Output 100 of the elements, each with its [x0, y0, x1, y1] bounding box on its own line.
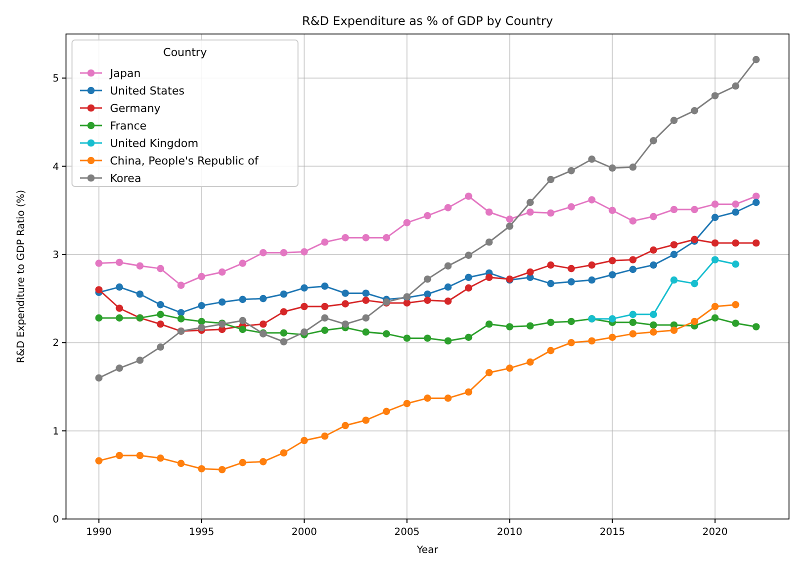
point	[608, 256, 616, 264]
point	[650, 321, 658, 329]
point	[690, 206, 698, 214]
point	[568, 278, 575, 286]
point	[280, 290, 288, 298]
point	[752, 198, 760, 206]
point	[670, 250, 678, 258]
point	[444, 204, 452, 212]
point	[280, 308, 288, 316]
point	[732, 301, 740, 308]
point	[629, 330, 637, 338]
point	[547, 318, 554, 326]
point	[95, 374, 103, 382]
point	[506, 222, 514, 230]
point	[650, 328, 658, 336]
y-tick-label: 3	[52, 250, 59, 261]
point	[382, 330, 390, 338]
point	[218, 466, 226, 474]
point	[321, 282, 328, 290]
point	[690, 107, 698, 114]
point	[300, 302, 308, 310]
x-tick-label: 2000	[292, 527, 317, 538]
point	[608, 315, 616, 322]
point	[568, 167, 575, 174]
y-tick-label: 2	[52, 338, 59, 350]
legend-label: Japan	[109, 67, 141, 80]
x-tick-label: 1990	[86, 527, 112, 538]
point	[608, 164, 616, 172]
point	[238, 260, 246, 267]
point	[608, 334, 616, 341]
point	[280, 329, 288, 337]
point	[403, 334, 411, 342]
point	[526, 358, 534, 366]
point	[650, 246, 658, 254]
point	[690, 280, 698, 288]
point	[629, 318, 637, 326]
point	[711, 314, 719, 322]
point	[156, 264, 164, 272]
point	[260, 294, 267, 302]
point	[568, 318, 575, 326]
point	[238, 296, 246, 304]
point	[732, 200, 740, 208]
point	[732, 260, 740, 268]
point	[444, 298, 452, 305]
point	[116, 314, 124, 322]
point	[424, 290, 432, 298]
point	[526, 198, 534, 206]
legend-label: United Kingdom	[110, 137, 198, 150]
point	[260, 320, 267, 328]
point	[711, 239, 719, 247]
point	[116, 283, 124, 291]
point	[136, 290, 144, 298]
point	[424, 334, 432, 342]
point	[362, 234, 370, 242]
point	[342, 300, 349, 308]
point	[95, 260, 103, 267]
point	[218, 268, 226, 276]
point	[218, 298, 226, 306]
point	[156, 454, 164, 462]
point	[362, 328, 370, 336]
point	[300, 436, 308, 444]
point	[588, 276, 596, 284]
point	[506, 216, 514, 223]
point	[362, 314, 370, 322]
point	[629, 217, 637, 225]
point	[177, 460, 185, 468]
point	[752, 323, 760, 330]
point	[629, 266, 637, 274]
point	[342, 234, 349, 242]
point	[362, 290, 370, 297]
point	[629, 310, 637, 318]
x-tick-label: 2020	[702, 527, 728, 538]
point	[116, 364, 124, 372]
point	[238, 326, 246, 334]
point	[526, 268, 534, 276]
y-tick-label: 5	[52, 74, 59, 85]
point	[650, 137, 658, 144]
point	[526, 322, 534, 330]
point	[382, 408, 390, 416]
point	[342, 320, 349, 328]
point	[670, 276, 678, 284]
legend-title: Country	[163, 46, 208, 59]
point	[588, 156, 596, 163]
point	[280, 249, 288, 256]
point	[321, 238, 328, 246]
point	[711, 214, 719, 222]
point	[156, 343, 164, 351]
point	[547, 209, 554, 217]
point	[464, 274, 472, 282]
point	[198, 272, 206, 280]
point	[464, 334, 472, 341]
point	[711, 302, 719, 310]
point	[732, 82, 740, 90]
point	[362, 416, 370, 424]
point	[280, 338, 288, 346]
point	[670, 116, 678, 124]
point	[403, 219, 411, 226]
point	[95, 314, 103, 322]
point	[547, 261, 554, 269]
point	[752, 192, 760, 200]
